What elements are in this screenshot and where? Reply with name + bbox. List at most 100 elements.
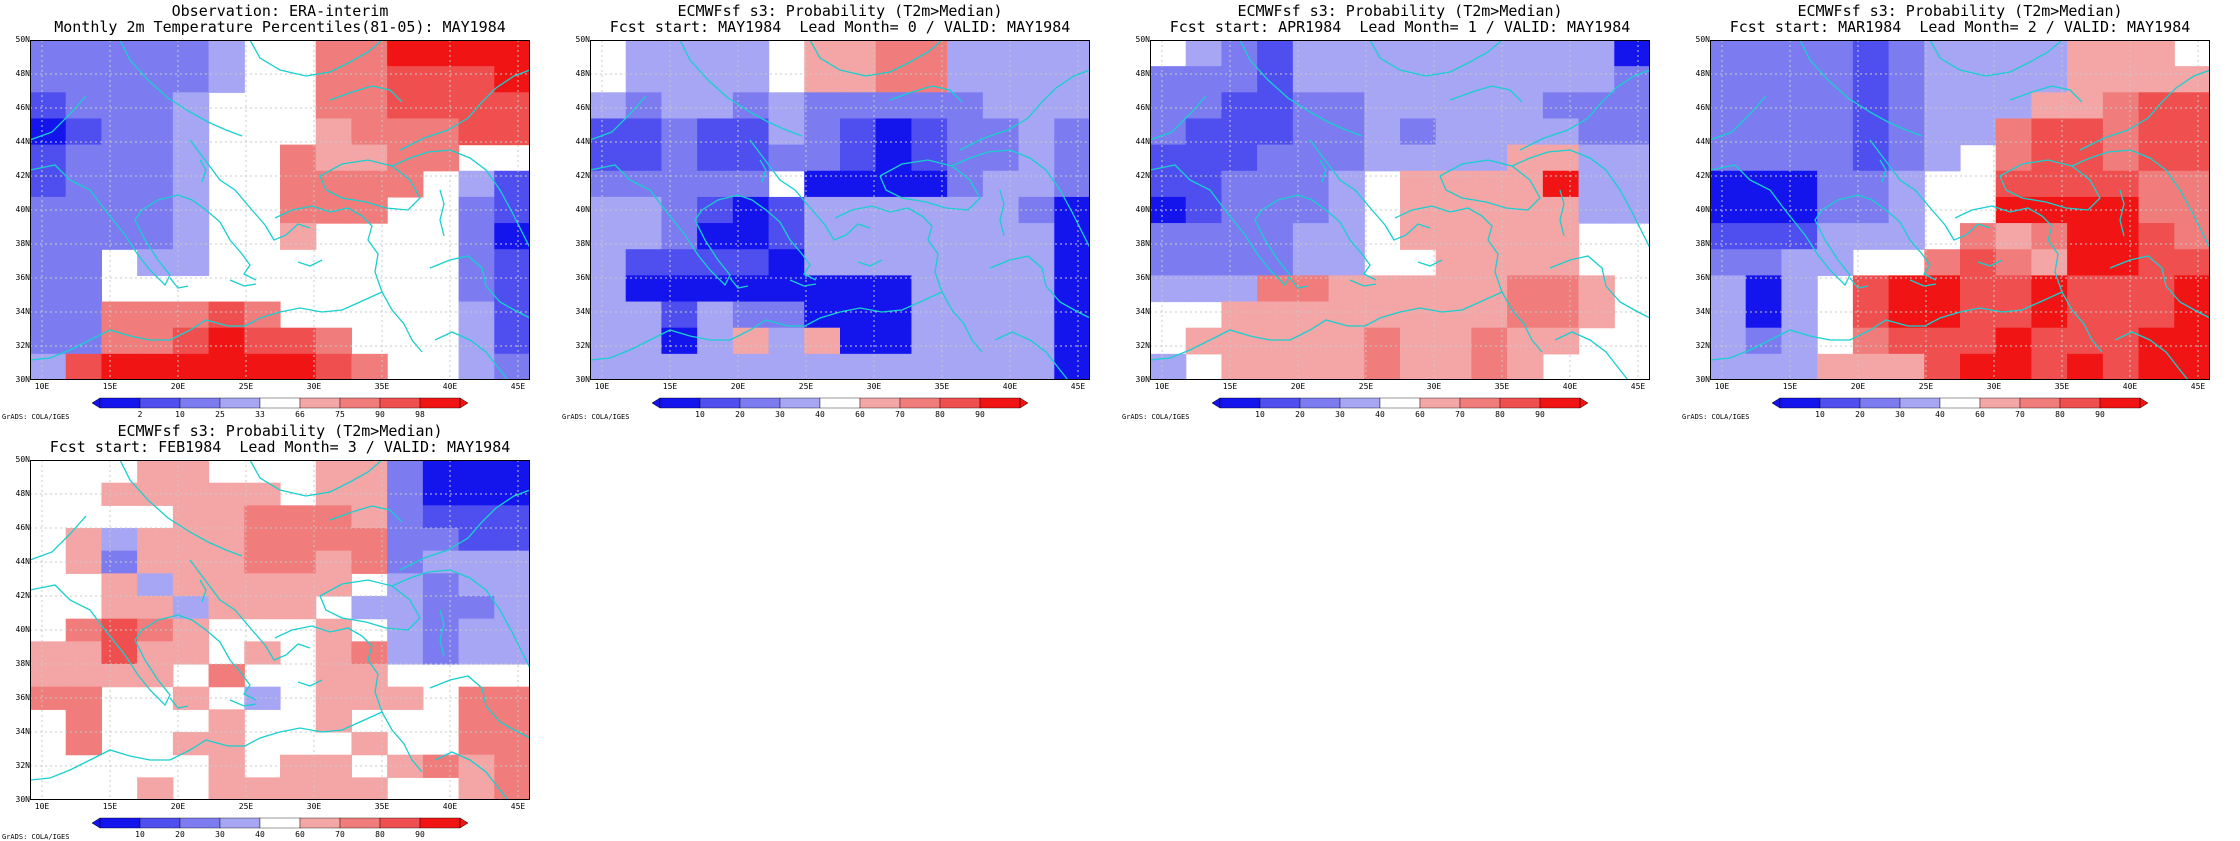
latitude-label: 30N	[575, 375, 590, 384]
latitude-label: 36N	[1135, 273, 1150, 282]
coastline	[297, 259, 323, 267]
probability-cell	[2174, 196, 2210, 224]
coastline	[399, 69, 530, 151]
probability-cell	[1995, 40, 2033, 67]
probability-cell	[30, 249, 67, 276]
longitude-label: 35E	[374, 802, 390, 811]
probability-cell	[137, 66, 174, 93]
probability-cell	[2174, 353, 2210, 380]
probability-cell	[1745, 301, 1783, 329]
probability-cell	[137, 528, 174, 552]
probability-cell	[137, 118, 174, 146]
coastline	[759, 159, 767, 183]
probability-cell	[458, 732, 495, 756]
probability-cell	[315, 118, 353, 146]
probability-cell	[2067, 40, 2104, 67]
probability-cell	[494, 754, 530, 778]
probability-cell	[1542, 66, 1580, 93]
coastline	[297, 679, 323, 687]
probability-cell	[1507, 92, 1544, 120]
probability-cell	[1852, 66, 1890, 93]
colorbar-swatch	[659, 397, 701, 409]
probability-cell	[458, 777, 495, 800]
colorbar-label: 40	[1375, 410, 1385, 419]
probability-cell	[1185, 223, 1223, 250]
colorbar-label: 60	[1415, 410, 1425, 419]
probability-cell	[2138, 144, 2175, 172]
probability-cell	[1710, 40, 1747, 67]
colorbar-swatch	[259, 397, 301, 409]
probability-cell	[65, 66, 103, 93]
probability-cell	[494, 196, 530, 224]
probability-cell	[172, 170, 210, 198]
probability-cell	[1745, 223, 1783, 250]
probability-cell	[1150, 249, 1187, 276]
probability-cell	[1781, 249, 1818, 276]
probability-cell	[1054, 196, 1090, 224]
coastline	[429, 675, 530, 739]
colorbar-label: 70	[335, 830, 345, 839]
colorbar-label: 60	[1975, 410, 1985, 419]
probability-cell	[458, 596, 495, 620]
probability-cell	[351, 460, 388, 484]
probability-cell	[1054, 92, 1090, 120]
probability-cell	[982, 40, 1020, 67]
probability-cell	[2174, 275, 2210, 303]
probability-cell	[875, 144, 913, 172]
probability-cell	[1995, 327, 2033, 355]
probability-cell	[172, 732, 210, 756]
longitude-label: 40E	[1002, 382, 1018, 391]
probability-cell	[1960, 301, 1997, 329]
probability-cell	[172, 327, 210, 355]
probability-cell	[1817, 118, 1854, 146]
probability-cell	[208, 596, 245, 620]
coastline	[749, 139, 871, 241]
probability-cell	[625, 353, 663, 380]
probability-cell	[1995, 301, 2033, 329]
probability-cell	[208, 732, 245, 756]
probability-cell	[1364, 144, 1401, 172]
latitude-label: 50N	[15, 35, 30, 44]
probability-cell	[1852, 40, 1890, 67]
probability-cell	[804, 275, 841, 303]
probability-cell	[494, 66, 530, 93]
probability-cell	[280, 353, 317, 380]
probability-cell	[2138, 353, 2175, 380]
probability-cell	[2102, 301, 2140, 329]
colorbar-label: 90	[975, 410, 985, 419]
probability-cell	[315, 40, 353, 67]
probability-cell	[1995, 353, 2033, 380]
probability-cell	[590, 92, 627, 120]
probability-cell	[208, 709, 245, 733]
coastline	[30, 95, 87, 141]
coastline	[590, 291, 943, 361]
latitude-label: 30N	[1695, 375, 1710, 384]
coastline	[951, 149, 1090, 249]
colorbar-swatch	[379, 817, 421, 829]
probability-cell	[947, 327, 984, 355]
latitude-label: 32N	[15, 761, 30, 770]
probability-cell	[1328, 275, 1365, 303]
probability-cell	[1745, 144, 1783, 172]
probability-cell	[1221, 92, 1258, 120]
coastline	[1554, 331, 1629, 380]
latitude-label: 36N	[1695, 273, 1710, 282]
coastline	[1999, 159, 2101, 211]
probability-cell	[1710, 223, 1747, 250]
probability-cell	[2138, 223, 2175, 250]
probability-cell	[208, 327, 245, 355]
coastline	[119, 40, 243, 137]
probability-cell	[137, 353, 174, 380]
probability-cell	[30, 327, 67, 355]
probability-cell	[590, 249, 627, 276]
probability-cell	[1995, 275, 2033, 303]
probability-cell	[315, 550, 353, 574]
probability-cell	[1745, 353, 1783, 380]
probability-cell	[1817, 170, 1854, 198]
probability-cell	[1185, 92, 1223, 120]
probability-cell	[1817, 92, 1854, 120]
probability-cell	[1257, 301, 1294, 329]
probability-cell	[1054, 144, 1090, 172]
probability-cell	[351, 777, 388, 800]
coastline	[2114, 331, 2189, 380]
